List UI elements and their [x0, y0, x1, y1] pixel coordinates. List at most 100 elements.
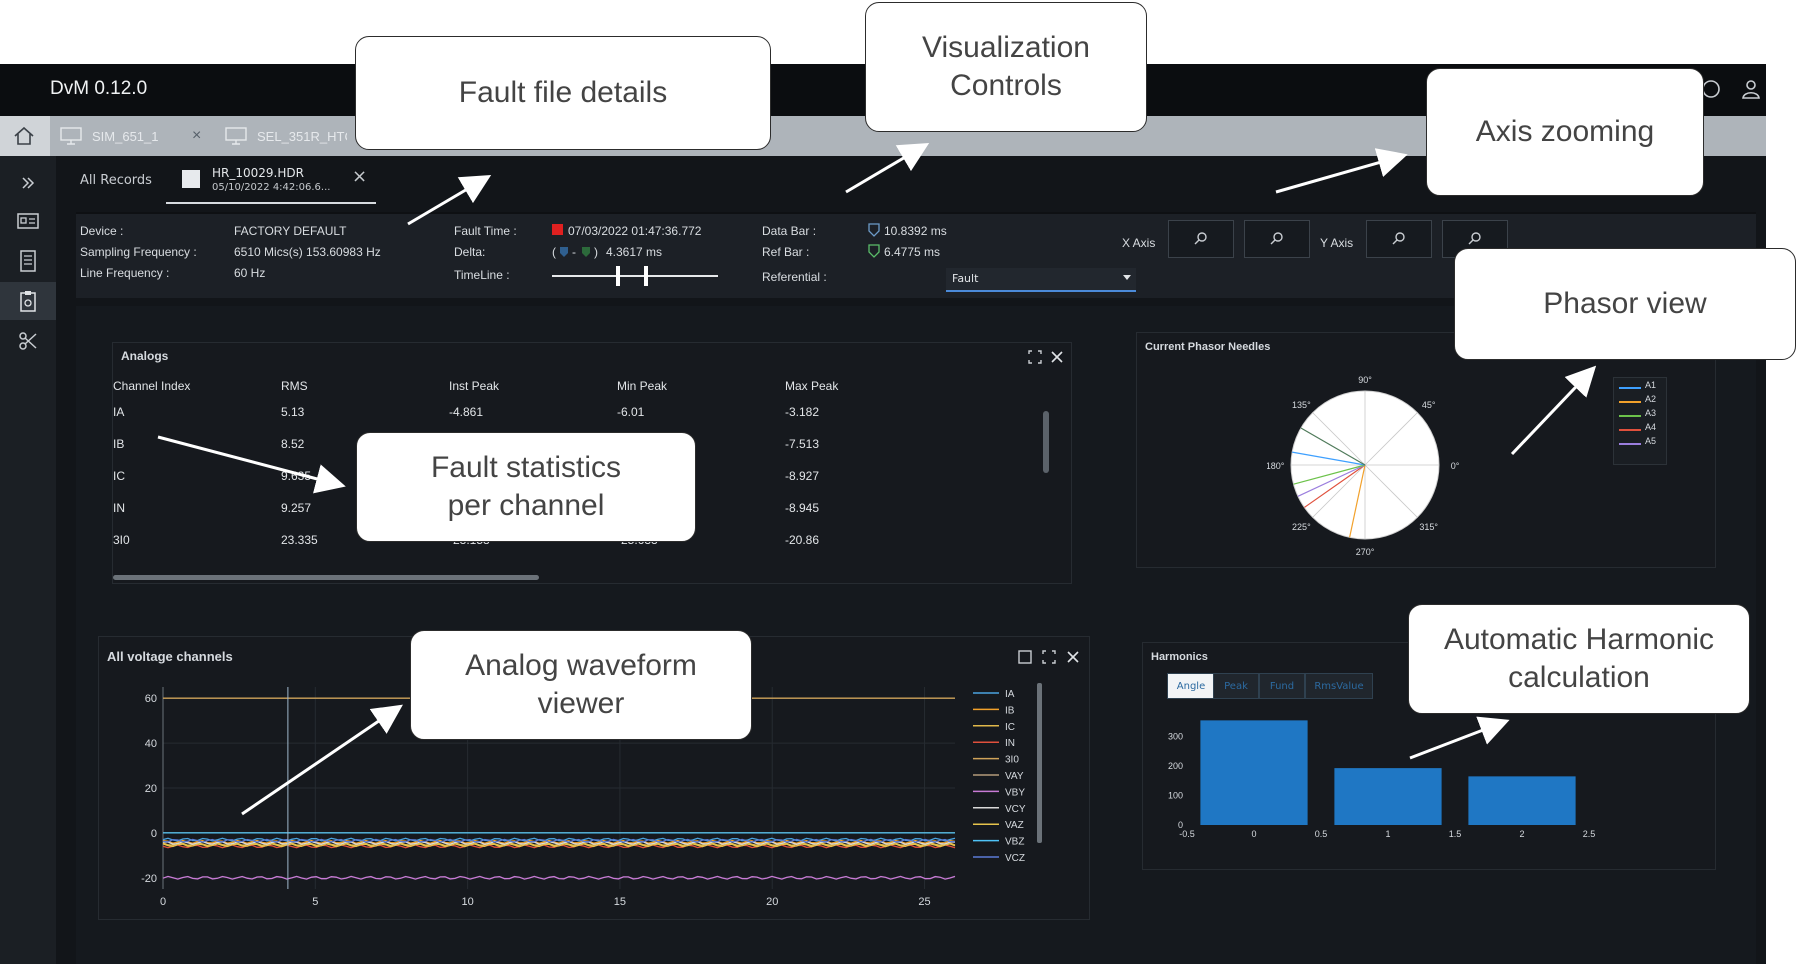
column-header[interactable]: Min Peak	[617, 379, 668, 393]
x-tick-label: 0.5	[1315, 829, 1328, 839]
rms-value-button[interactable]: RmsValue	[1305, 673, 1373, 699]
file-close-button[interactable]: ×	[352, 166, 368, 187]
annotation-visualization-controls: Visualization Controls	[865, 2, 1147, 132]
referential-value: Fault	[952, 272, 979, 285]
maximize-icon[interactable]	[1041, 649, 1057, 665]
timeline-slider[interactable]	[552, 266, 718, 286]
fund-button[interactable]: Fund	[1259, 673, 1305, 699]
monitor-icon	[60, 127, 82, 145]
home-tab[interactable]	[0, 116, 50, 156]
delta-label: Delta:	[454, 245, 486, 259]
close-icon[interactable]	[1049, 349, 1065, 365]
x-zoom-out-button[interactable]	[1244, 220, 1310, 258]
y-tick-label: 20	[145, 783, 157, 795]
timeline-handle-start[interactable]	[616, 266, 620, 286]
sidebar-item-tools[interactable]	[0, 322, 56, 360]
phasor-needle	[1293, 464, 1366, 485]
table-row-channel: IA	[113, 405, 125, 419]
close-icon[interactable]	[1065, 649, 1081, 665]
x-tick-label: 10	[461, 896, 473, 908]
zoom-out-icon	[1468, 232, 1481, 245]
series-line-vby	[162, 875, 956, 880]
annotation-text: Automatic Harmonic	[1443, 623, 1715, 656]
y-zoom-in-button[interactable]	[1366, 220, 1432, 258]
legend-label: A2	[1645, 394, 1657, 404]
user-icon[interactable]	[1740, 78, 1762, 100]
table-cell: -7.513	[785, 437, 820, 451]
phasor-needle	[1292, 451, 1366, 466]
sidebar-item-records[interactable]	[0, 242, 56, 280]
series-line-ia	[162, 837, 956, 842]
delta-markers-icon: (-)	[552, 245, 598, 259]
table-cell: -20.86	[785, 533, 820, 547]
annotation-text: Visualization	[922, 31, 1090, 64]
column-header[interactable]: Channel Index	[113, 379, 191, 393]
annotation-text: Controls	[950, 69, 1062, 102]
file-tab[interactable]: HR_10029.HDR 05/10/2022 4:42:06.6... ×	[166, 162, 376, 204]
y-axis-label: Y Axis	[1320, 236, 1354, 250]
table-row-channel: 3I0	[113, 533, 130, 547]
square-icon[interactable]	[1017, 649, 1033, 665]
phasor-panel: Current Phasor Needles 90° 45° 0° 315° 270° 2…	[1136, 332, 1716, 568]
timeline-label: TimeLine :	[454, 268, 510, 282]
table-row-channel: IN	[113, 501, 125, 515]
sidebar-item-device[interactable]	[0, 202, 56, 240]
phasor-needle	[1304, 464, 1366, 508]
table-cell: -6.01	[617, 405, 645, 419]
tab-label: SIM_651_1	[92, 128, 159, 144]
sidebar-item-fault-viewer[interactable]	[0, 282, 56, 320]
table-cell: -8.927	[785, 469, 820, 483]
home-icon	[14, 126, 34, 145]
table-cell: 5.13	[281, 405, 305, 419]
svg-text:(: (	[552, 245, 556, 259]
phasor-angle-label: 90°	[1358, 375, 1372, 385]
table-cell: -3.182	[785, 405, 820, 419]
x-zoom-in-button[interactable]	[1168, 220, 1234, 258]
tab-sim-651[interactable]: SIM_651_1 ×	[60, 116, 201, 156]
table-cell: 9.635	[281, 469, 312, 483]
legend-label: VBZ	[1005, 837, 1024, 848]
phasor-diagram: 90° 45° 0° 315° 270° 225° 180° 135°	[1267, 375, 1460, 557]
column-header[interactable]: Inst Peak	[449, 379, 500, 393]
legend-label: VCZ	[1005, 853, 1025, 864]
fault-time-value: 07/03/2022 01:47:36.772	[568, 224, 702, 238]
bar-0	[1200, 720, 1308, 825]
annotation-text: Axis zooming	[1475, 115, 1655, 148]
voltage-title: All voltage channels	[107, 649, 233, 664]
all-records-tab[interactable]: All Records	[80, 173, 152, 188]
referential-select[interactable]: Fault	[946, 268, 1136, 292]
angle-button[interactable]: Angle	[1167, 673, 1215, 699]
line-frequency-label: Line Frequency :	[80, 266, 170, 280]
tab-sel-351r[interactable]: SEL_351R_HTC	[225, 116, 347, 156]
table-cell: -8.945	[785, 501, 820, 515]
column-header[interactable]: Max Peak	[785, 379, 839, 393]
phasor-grid-line	[1364, 412, 1418, 466]
table-scrollbar-horizontal[interactable]	[113, 575, 539, 580]
legend-label: 3I0	[1005, 755, 1019, 766]
sidebar-expand[interactable]	[0, 164, 56, 202]
sampling-value: 6510 Mics(s) 153.60983 Hz	[234, 245, 381, 259]
data-bar-value: 10.8392 ms	[884, 224, 947, 238]
svg-text:-: -	[572, 245, 576, 259]
column-header[interactable]: RMS	[281, 379, 308, 393]
device-label: Device :	[80, 224, 124, 238]
timeline-handle-end[interactable]	[644, 266, 648, 286]
ref-bar-marker-icon	[868, 244, 880, 258]
peak-button[interactable]: Peak	[1213, 673, 1259, 699]
y-tick-label: 0	[151, 828, 157, 840]
phasor-grid-line	[1364, 464, 1418, 518]
y-tick-label: 200	[1168, 761, 1183, 771]
legend-label: IC	[1005, 722, 1015, 733]
table-scrollbar-vertical[interactable]	[1043, 411, 1049, 473]
app-title: DvM 0.12.0	[50, 78, 148, 99]
legend-swatch	[1619, 429, 1641, 431]
legend-label: A4	[1645, 422, 1657, 432]
tab-close-button[interactable]: ×	[192, 127, 202, 144]
file-date: 05/10/2022 4:42:06.6...	[212, 182, 331, 193]
legend-swatch	[1619, 443, 1641, 445]
x-tick-label: 0	[1251, 829, 1256, 839]
maximize-icon[interactable]	[1027, 349, 1043, 365]
legend-swatch	[1619, 415, 1641, 417]
legend-label: VCY	[1005, 804, 1026, 815]
